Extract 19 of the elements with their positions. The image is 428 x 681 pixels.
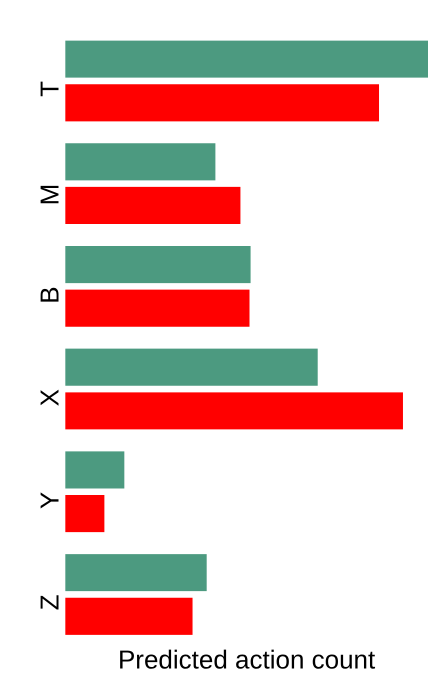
bar <box>65 348 318 386</box>
y-tick-label: M <box>34 184 64 206</box>
y-tick-label: Y <box>34 492 64 510</box>
y-tick-label: Z <box>34 594 64 610</box>
bar <box>65 392 403 430</box>
y-tick-label: T <box>34 80 64 97</box>
bar <box>65 143 216 180</box>
bar <box>65 495 104 532</box>
bar <box>65 40 428 78</box>
bar <box>65 451 124 488</box>
bar <box>65 84 380 122</box>
bar <box>65 554 207 592</box>
bar <box>65 186 240 224</box>
y-tick-label: B <box>34 286 64 304</box>
bar <box>65 246 251 284</box>
x-axis-title: Predicted action count <box>118 644 376 675</box>
bar <box>65 290 250 327</box>
bar <box>65 598 193 635</box>
y-tick-label: X <box>34 389 64 406</box>
